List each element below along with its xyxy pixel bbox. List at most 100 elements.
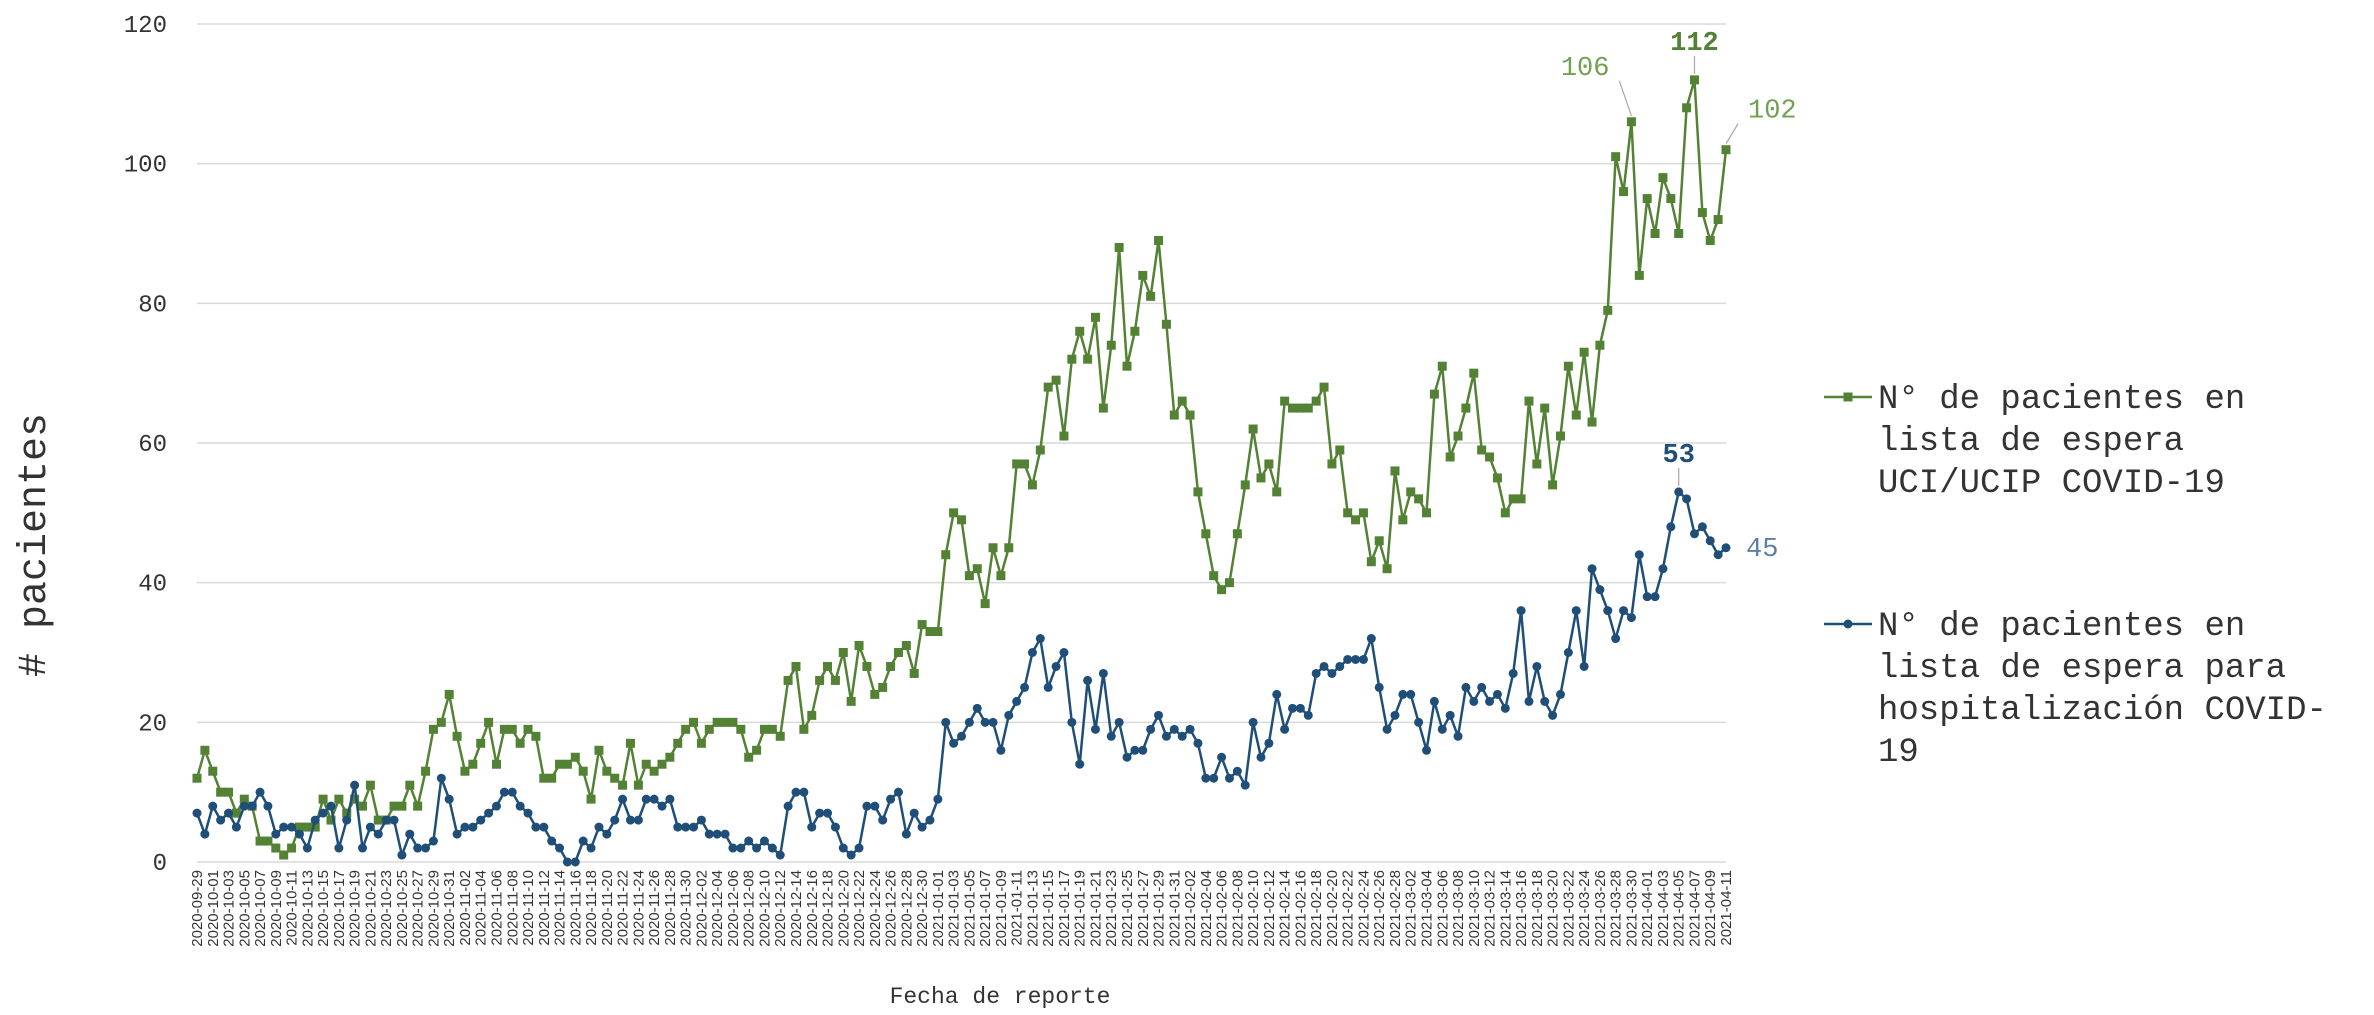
marker: [1217, 585, 1227, 595]
marker: [1563, 648, 1573, 657]
x-tick-label: 2021-02-04: [1198, 870, 1215, 947]
x-tick-label: 2021-02-08: [1229, 870, 1246, 947]
marker: [1563, 361, 1573, 371]
marker: [909, 668, 919, 678]
marker: [1374, 682, 1384, 692]
marker: [1201, 529, 1211, 539]
marker: [1595, 340, 1605, 350]
marker: [1083, 675, 1093, 685]
marker: [1843, 619, 1853, 629]
marker: [365, 822, 375, 832]
x-tick-label: 2020-11-02: [457, 870, 474, 946]
marker: [1122, 361, 1132, 371]
marker: [373, 815, 383, 825]
marker: [570, 857, 580, 867]
x-tick-label: 2021-02-16: [1292, 870, 1309, 947]
marker: [523, 724, 533, 734]
marker: [641, 794, 651, 804]
marker: [1193, 487, 1203, 497]
marker: [838, 843, 848, 853]
marker: [1138, 745, 1148, 755]
data-label: 45: [1746, 535, 1778, 565]
marker: [1382, 724, 1392, 734]
marker: [1358, 654, 1368, 664]
x-tick-label: 2021-01-23: [1103, 870, 1120, 947]
marker: [1642, 592, 1652, 602]
marker: [1130, 326, 1140, 336]
marker: [1485, 696, 1495, 706]
x-tick-label: 2020-10-27: [410, 870, 427, 947]
marker: [326, 801, 336, 811]
x-tick-label: 2020-11-22: [615, 870, 632, 946]
marker: [231, 808, 241, 818]
marker: [294, 829, 304, 839]
marker: [586, 843, 596, 853]
marker: [1059, 431, 1069, 441]
marker: [192, 808, 202, 818]
marker: [870, 801, 880, 811]
marker: [578, 836, 588, 846]
marker: [350, 794, 360, 804]
marker: [744, 752, 754, 762]
marker: [1248, 424, 1258, 434]
marker: [1288, 403, 1298, 413]
marker: [460, 766, 470, 776]
marker: [381, 815, 391, 825]
marker: [200, 745, 210, 755]
y-tick-label: 80: [138, 292, 167, 319]
marker: [736, 843, 746, 853]
marker: [893, 648, 903, 657]
marker: [712, 717, 722, 727]
x-tick-label: 2021-01-13: [1024, 870, 1041, 947]
marker: [972, 703, 982, 713]
marker: [1374, 536, 1384, 546]
marker: [1059, 648, 1069, 657]
marker: [428, 724, 438, 734]
marker: [909, 808, 919, 818]
marker: [1453, 431, 1463, 441]
marker: [996, 571, 1006, 581]
marker: [1130, 745, 1140, 755]
marker: [1311, 396, 1321, 406]
marker: [468, 759, 478, 769]
x-tick-label: 2021-03-28: [1608, 870, 1625, 947]
x-tick-label: 2020-11-18: [583, 870, 600, 946]
x-tick-label: 2021-04-05: [1671, 870, 1688, 947]
marker: [1012, 459, 1022, 469]
marker: [452, 731, 462, 741]
marker: [1083, 354, 1093, 364]
x-tick-label: 2020-10-09: [268, 870, 285, 947]
marker: [1500, 703, 1510, 713]
x-tick-label: 2021-04-11: [1718, 870, 1735, 946]
legend-label: N° de pacientes en lista de espera para ho…: [1878, 608, 2327, 772]
x-tick-label: 2020-11-30: [678, 870, 695, 946]
marker: [681, 822, 691, 832]
marker: [767, 724, 777, 734]
marker: [728, 717, 738, 727]
x-tick-label: 2021-01-25: [1119, 870, 1136, 947]
legend-line-text: N° de pacientes en: [1878, 381, 2245, 419]
marker: [610, 815, 620, 825]
marker: [1185, 724, 1195, 734]
x-tick-label: 2020-12-22: [851, 870, 868, 947]
marker: [1343, 654, 1353, 664]
marker: [791, 787, 801, 797]
marker: [988, 717, 998, 727]
marker: [925, 815, 935, 825]
x-tick-label: 2021-01-17: [1056, 870, 1073, 947]
marker: [1555, 431, 1565, 441]
x-tick-label: 2021-02-20: [1324, 870, 1341, 947]
marker: [1611, 634, 1621, 644]
x-tick-label: 2021-02-12: [1261, 870, 1278, 947]
x-tick-label: 2021-03-10: [1466, 870, 1483, 947]
y-tick-label: 120: [124, 13, 167, 40]
marker: [633, 815, 643, 825]
marker: [1469, 368, 1479, 378]
data-label: 106: [1561, 54, 1610, 84]
marker: [539, 822, 549, 832]
x-tick-label: 2021-03-16: [1513, 870, 1530, 947]
x-tick-label: 2021-01-29: [1151, 870, 1168, 947]
marker: [224, 808, 234, 818]
marker: [1595, 585, 1605, 595]
marker: [1390, 710, 1400, 720]
